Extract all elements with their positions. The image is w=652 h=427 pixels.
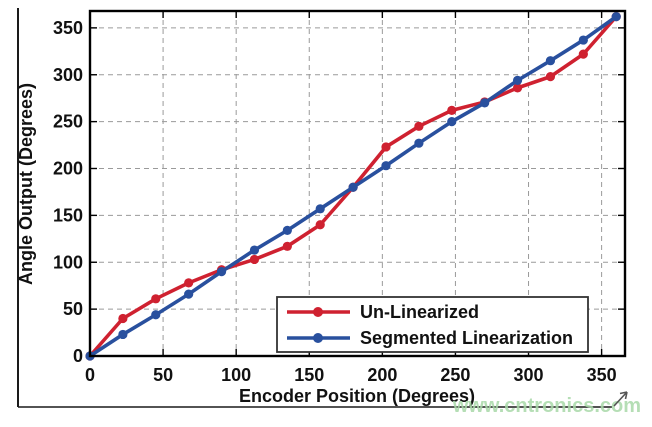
x-tick-label-100: 100 (221, 365, 251, 385)
data-point-un-linearized-13 (512, 83, 523, 93)
y-tick-label-200: 200 (53, 159, 83, 179)
data-point-segmented-linearization-14 (545, 56, 556, 66)
y-tick-label-50: 50 (63, 299, 83, 319)
x-tick-label-250: 250 (440, 365, 470, 385)
data-point-segmented-linearization-6 (282, 225, 292, 235)
data-point-segmented-linearization-4 (216, 267, 227, 277)
legend: Un-Linearized Segmented Linearization (276, 296, 589, 353)
plot-border (88, 9, 627, 358)
x-tick-label-350: 350 (587, 365, 617, 385)
data-point-un-linearized-10 (414, 121, 424, 131)
data-point-segmented-linearization-13 (512, 75, 523, 85)
x-tick-label-200: 200 (367, 365, 397, 385)
legend-marker-red (313, 307, 323, 317)
x-tick-label-300: 300 (514, 365, 544, 385)
data-point-segmented-linearization-12 (480, 98, 490, 108)
legend-label-un-linearized: Un-Linearized (360, 302, 479, 322)
data-point-un-linearized-9 (381, 142, 391, 152)
x-tick-labels: 0 50 100 150 200 250 300 350 (85, 365, 617, 385)
legend-label-segmented-linearization: Segmented Linearization (360, 328, 573, 348)
data-point-segmented-linearization-10 (414, 138, 424, 148)
y-tick-label-100: 100 (53, 252, 83, 272)
data-point-un-linearized-15 (578, 49, 588, 59)
y-tick-label-250: 250 (53, 112, 83, 132)
y-axis-title: Angle Output (Degrees) (16, 83, 36, 285)
data-point-un-linearized-7 (315, 220, 325, 230)
x-tick-label-50: 50 (153, 365, 173, 385)
data-point-segmented-linearization-5 (249, 245, 260, 255)
y-tick-label-0: 0 (73, 346, 83, 366)
y-tick-label-150: 150 (53, 205, 83, 225)
legend-box (276, 296, 589, 353)
y-tick-labels: 0 50 100 150 200 250 300 350 (53, 18, 83, 366)
data-point-segmented-linearization-7 (315, 204, 325, 214)
data-point-un-linearized-1 (118, 313, 128, 324)
x-tick-label-150: 150 (294, 365, 324, 385)
data-point-segmented-linearization-11 (447, 117, 457, 127)
data-point-un-linearized-3 (184, 278, 194, 288)
y-tick-label-300: 300 (53, 65, 83, 85)
data-point-segmented-linearization-2 (151, 310, 161, 320)
watermark-text: www.cntronics.com (452, 395, 641, 417)
mouse-cursor-icon (613, 391, 628, 407)
data-point-segmented-linearization-3 (184, 289, 194, 299)
legend-entry-un-linearized: Un-Linearized (287, 302, 479, 322)
data-point-segmented-linearization-9 (381, 161, 391, 171)
data-point-segmented-linearization-15 (578, 35, 588, 45)
legend-entry-segmented-linearization: Segmented Linearization (287, 328, 573, 348)
data-point-un-linearized-14 (545, 72, 556, 82)
data-point-un-linearized-2 (151, 294, 161, 304)
data-point-segmented-linearization-1 (118, 329, 128, 340)
data-point-segmented-linearization-16 (611, 12, 621, 22)
y-tick-label-350: 350 (53, 18, 83, 38)
data-point-un-linearized-11 (447, 105, 457, 115)
data-point-segmented-linearization-8 (348, 182, 358, 192)
legend-marker-blue (313, 333, 323, 343)
data-point-un-linearized-5 (249, 254, 260, 265)
x-tick-label-0: 0 (85, 365, 95, 385)
x-axis-title: Encoder Position (Degrees) (239, 386, 475, 406)
data-point-un-linearized-6 (282, 241, 292, 251)
